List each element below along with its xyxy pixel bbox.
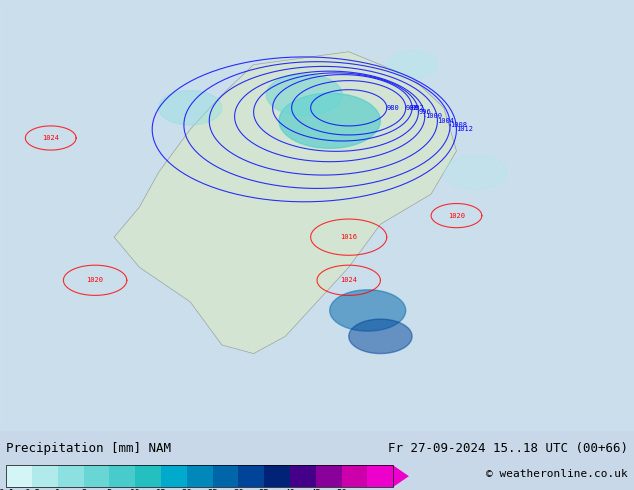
Text: Fr 27-09-2024 15..18 UTC (00+66): Fr 27-09-2024 15..18 UTC (00+66) [387,442,628,455]
Text: 1024: 1024 [42,135,59,141]
Polygon shape [387,51,437,78]
Text: 1012: 1012 [456,126,474,132]
Bar [6,466,393,487]
Text: 1016: 1016 [340,234,357,240]
Bar [32,466,58,487]
Text: Precipitation [mm] NAM: Precipitation [mm] NAM [6,442,171,455]
Text: 996: 996 [418,109,431,115]
Bar [135,466,161,487]
Text: 1020: 1020 [87,277,103,283]
Text: 980: 980 [387,105,399,111]
Bar [367,466,393,487]
Bar [316,466,342,487]
Polygon shape [393,466,409,487]
Text: 1024: 1024 [340,277,357,283]
Bar [6,466,32,487]
Bar [264,466,290,487]
Bar [290,466,316,487]
Bar [342,466,367,487]
Text: 1000: 1000 [425,113,442,120]
Text: 992: 992 [412,105,425,111]
Polygon shape [444,155,507,190]
Polygon shape [266,74,342,116]
Text: 1004: 1004 [437,118,455,124]
Bar [110,466,135,487]
Text: 1008: 1008 [450,122,467,128]
Polygon shape [279,93,380,148]
Polygon shape [158,91,222,125]
Bar [161,466,187,487]
Text: 988: 988 [406,105,418,111]
Text: 1020: 1020 [448,213,465,219]
Bar [212,466,238,487]
Bar [187,466,212,487]
Bar [238,466,264,487]
Polygon shape [114,52,456,354]
Text: © weatheronline.co.uk: © weatheronline.co.uk [486,469,628,479]
Bar [84,466,110,487]
Bar [58,466,84,487]
Polygon shape [349,319,412,354]
Polygon shape [330,290,406,331]
